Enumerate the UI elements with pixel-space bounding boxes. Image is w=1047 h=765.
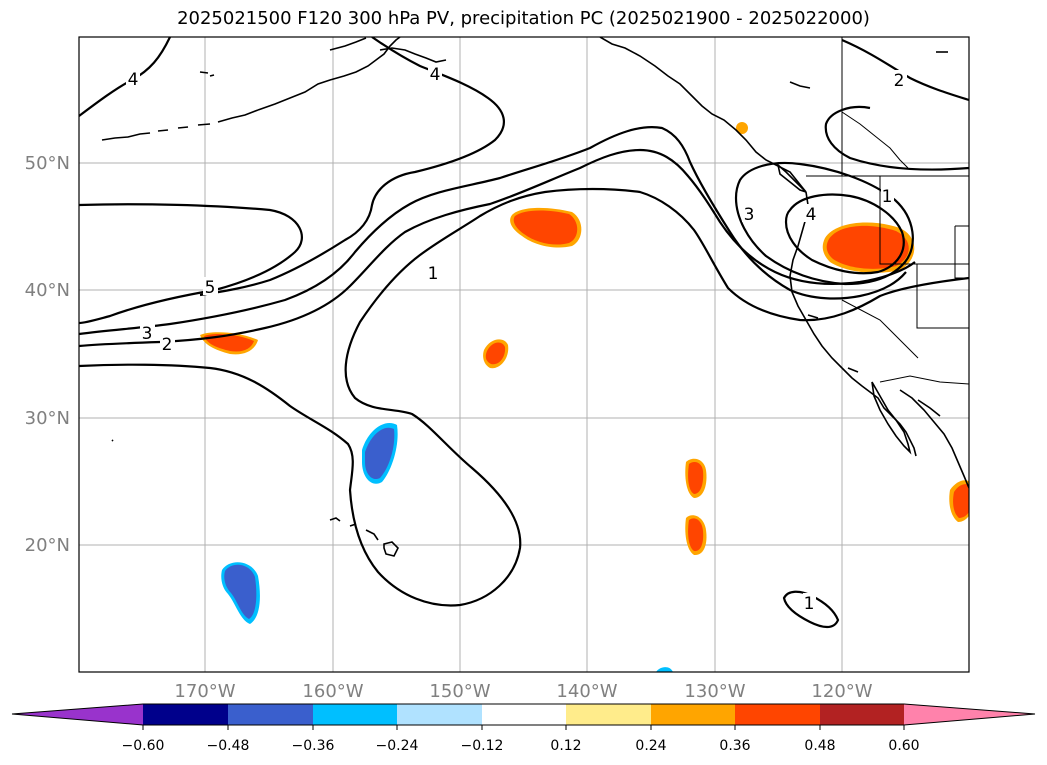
map-area <box>79 37 969 672</box>
precip-positive-area <box>688 518 704 552</box>
colorbar-segment <box>651 704 735 725</box>
colorbar-tick-label: −0.12 <box>461 738 504 754</box>
colorbar-segment <box>228 704 313 725</box>
colorbar-tick-label: 0.36 <box>719 738 750 754</box>
colorbar: −0.60 −0.48 −0.36 −0.24 −0.12 0.12 0.24 … <box>11 703 1036 754</box>
contour-label: 3 <box>744 205 755 225</box>
lon-label: 130°W <box>684 681 745 702</box>
colorbar-segment <box>143 704 228 725</box>
colorbar-tick-label: 0.48 <box>804 738 835 754</box>
contour-label: 2 <box>162 335 173 355</box>
coastlines <box>101 37 969 557</box>
gridlines <box>79 37 969 672</box>
precip-positive-area <box>204 333 254 352</box>
longitude-labels: 170°W 160°W 150°W 140°W 130°W 120°W <box>174 681 872 702</box>
contour-label: 1 <box>428 264 439 284</box>
lat-label: 50°N <box>25 153 70 174</box>
contour-label: 4 <box>430 65 441 85</box>
precip-positive-area <box>953 484 969 518</box>
colorbar-segment <box>313 704 397 725</box>
contour-label: 5 <box>205 278 216 298</box>
precip-positive-area <box>513 210 578 245</box>
precipitation-shading <box>200 122 969 672</box>
contour-label: 3 <box>142 324 153 344</box>
map-title: 2025021500 F120 300 hPa PV, precipitatio… <box>177 8 870 29</box>
colorbar-tick-label: −0.48 <box>207 738 250 754</box>
colorbar-extend-right <box>904 704 1035 725</box>
pv-contours <box>79 37 969 629</box>
precip-positive-area <box>688 462 704 494</box>
precip-negative-area <box>365 427 395 480</box>
lon-label: 150°W <box>429 681 490 702</box>
lon-label: 120°W <box>811 681 872 702</box>
contour-label: 2 <box>894 71 905 91</box>
precip-negative-area <box>224 564 257 619</box>
colorbar-segment <box>482 704 566 725</box>
contour-label: 4 <box>128 70 139 90</box>
colorbar-extend-left <box>12 704 143 725</box>
lon-label: 160°W <box>302 681 363 702</box>
borders <box>806 37 969 385</box>
contour-label: 1 <box>804 594 815 614</box>
map-frame <box>78 36 970 673</box>
colorbar-tick-label: −0.60 <box>122 738 165 754</box>
precip-positive-area <box>736 122 748 134</box>
colorbar-tick-label: 0.60 <box>888 738 919 754</box>
contour-label: 4 <box>806 205 817 225</box>
latitude-labels: 50°N 40°N 30°N 20°N <box>25 153 70 556</box>
precip-positive-area <box>826 225 909 269</box>
precip-positive-area <box>485 342 506 365</box>
colorbar-segment <box>735 704 820 725</box>
lat-label: 20°N <box>25 535 70 556</box>
precip-negative-area <box>656 667 673 672</box>
contour-label: 1 <box>882 187 893 207</box>
colorbar-tick-label: 0.12 <box>550 738 581 754</box>
lat-label: 30°N <box>25 408 70 429</box>
colorbar-segment <box>566 704 651 725</box>
colorbar-tick-label: 0.24 <box>635 738 666 754</box>
colorbar-segment <box>397 704 482 725</box>
colorbar-tick-label: −0.36 <box>292 738 335 754</box>
lon-label: 170°W <box>174 681 235 702</box>
colorbar-segment <box>820 704 904 725</box>
lat-label: 40°N <box>25 280 70 301</box>
colorbar-tick-label: −0.24 <box>376 738 419 754</box>
lon-label: 140°W <box>556 681 617 702</box>
contour-labels: 4 4 5 3 2 1 3 4 1 2 1 <box>126 64 907 614</box>
